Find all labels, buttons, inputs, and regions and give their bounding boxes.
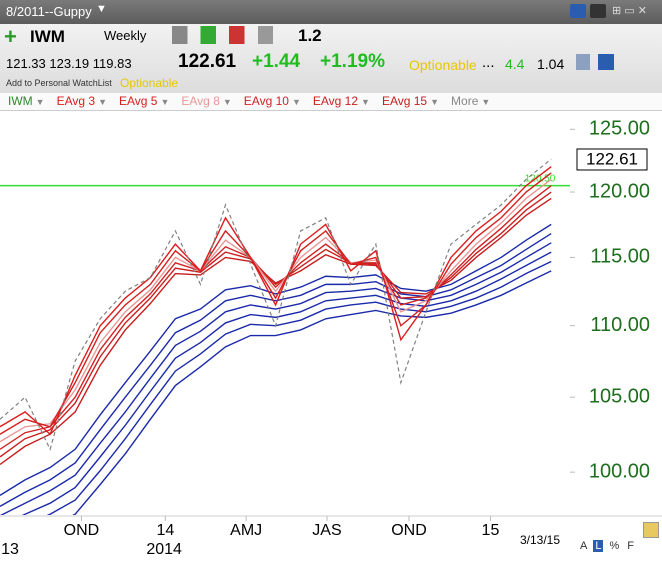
indicator-arrow[interactable]: ▼ xyxy=(430,97,440,107)
change-pct: +1.19% xyxy=(320,51,385,72)
optionable-2: Optionable xyxy=(120,76,179,90)
s-button[interactable] xyxy=(570,4,586,18)
y-tick-label: 100.00 xyxy=(589,460,650,482)
long-term-line xyxy=(46,260,552,515)
x-tick-label: OND xyxy=(391,522,427,539)
y-tick-label: 125.00 xyxy=(589,118,650,140)
series-line xyxy=(0,197,552,466)
t-button[interactable] xyxy=(590,4,606,18)
footer-button[interactable]: L xyxy=(593,540,604,552)
db-icon[interactable] xyxy=(576,54,590,70)
long-term-line xyxy=(72,270,552,515)
add-button[interactable]: + xyxy=(4,24,17,49)
x-tick-label-2: 13 xyxy=(1,541,19,558)
optionable: Optionable xyxy=(409,57,477,73)
x-tick-label: 15 xyxy=(482,522,500,539)
y-tick-label: 120.00 xyxy=(589,180,650,202)
footer-button[interactable]: F xyxy=(627,540,634,552)
last-date: 3/13/15 xyxy=(520,533,560,547)
indicator-arrow[interactable]: ▼ xyxy=(98,97,107,107)
footer-buttons: A L% F xyxy=(578,540,640,552)
plot-area: 120.50 xyxy=(0,158,570,515)
indicator[interactable]: IWM xyxy=(8,94,33,108)
indicator-arrow[interactable]: ▼ xyxy=(35,97,45,107)
dropdown-arrow[interactable]: ▼ xyxy=(96,3,107,15)
x-tick-label-2: 2014 xyxy=(146,541,182,558)
long-term-line xyxy=(0,223,552,496)
indicator-arrow[interactable]: ▼ xyxy=(222,97,232,107)
series-line xyxy=(0,172,552,435)
indicator[interactable]: EAvg 10 xyxy=(243,94,289,108)
pencil-icon[interactable] xyxy=(643,522,659,538)
indicator-bar: IWM ▼ EAvg 3 ▼ EAvg 5 ▼ EAvg 8 ▼ EAvg 10 ▼ EAvg 12… xyxy=(0,93,662,111)
series-line xyxy=(0,191,552,458)
toolbar-icons[interactable] xyxy=(172,26,282,44)
footer-button[interactable]: % xyxy=(609,540,620,552)
indicator[interactable]: EAvg 15 xyxy=(381,94,428,108)
x-tick-label: OND xyxy=(64,522,100,539)
long-term-line xyxy=(21,251,552,515)
indicator[interactable]: EAvg 8 xyxy=(181,94,220,108)
x-tick-label: AMJ xyxy=(230,522,262,539)
ohl: 121.33 123.19 119.83 xyxy=(6,56,132,71)
y-tick-label: 115.00 xyxy=(590,246,650,268)
stat-2: 1.04 xyxy=(537,56,565,72)
layout-name[interactable]: 8/2011--Guppy xyxy=(6,4,92,19)
horizontal-line-label: 120.50 xyxy=(525,173,556,184)
indicator-arrow[interactable]: ▼ xyxy=(361,97,370,107)
indicator-arrow[interactable]: ▼ xyxy=(481,97,491,107)
long-term-line xyxy=(0,242,552,515)
zoom[interactable]: 1.2 xyxy=(298,26,322,45)
indicator-list: IWM ▼ EAvg 3 ▼ EAvg 5 ▼ EAvg 8 ▼ EAvg 10 ▼ EAvg 12… xyxy=(8,94,502,108)
save-icon[interactable] xyxy=(598,54,614,70)
last-value-label: 122.61 xyxy=(586,149,638,168)
footer-button[interactable]: A xyxy=(580,540,588,552)
window-controls[interactable]: ⊞ ▭ ✕ xyxy=(612,5,647,17)
stat-1: 4.4 xyxy=(505,56,525,72)
period[interactable]: Weekly xyxy=(104,28,147,43)
watchlist-link[interactable]: Add to Personal WatchList xyxy=(6,78,112,88)
series-line xyxy=(0,158,552,451)
dots: ... xyxy=(482,54,495,71)
last-price: 122.61 xyxy=(178,51,237,72)
x-tick-label: 14 xyxy=(156,522,174,539)
indicator[interactable]: More xyxy=(451,94,479,108)
indicator[interactable]: EAvg 3 xyxy=(56,94,96,108)
series-line xyxy=(0,185,552,450)
header: + IWM Weekly 1.2 121.33 123.19 119.83 12… xyxy=(0,24,662,94)
indicator-arrow[interactable]: ▼ xyxy=(291,97,301,107)
series-line xyxy=(0,178,552,443)
y-tick-label: 110.00 xyxy=(590,314,650,336)
indicator[interactable]: EAvg 12 xyxy=(312,94,359,108)
symbol[interactable]: IWM xyxy=(30,27,65,46)
y-tick-label: 105.00 xyxy=(589,385,650,407)
axes: 100.00 105.00 110.00 115.00 120.00 125.00 OND 1… xyxy=(1,118,650,559)
x-tick-label: JAS xyxy=(312,522,341,539)
title-bar: 8/2011--Guppy ▼ ⊞ ▭ ✕ xyxy=(0,0,662,24)
series-line xyxy=(0,166,552,436)
last-value-box xyxy=(576,148,648,171)
indicator[interactable]: EAvg 5 xyxy=(118,94,158,108)
long-term-line xyxy=(0,232,552,507)
indicator-arrow[interactable]: ▼ xyxy=(160,97,170,107)
change: +1.44 xyxy=(252,51,301,72)
